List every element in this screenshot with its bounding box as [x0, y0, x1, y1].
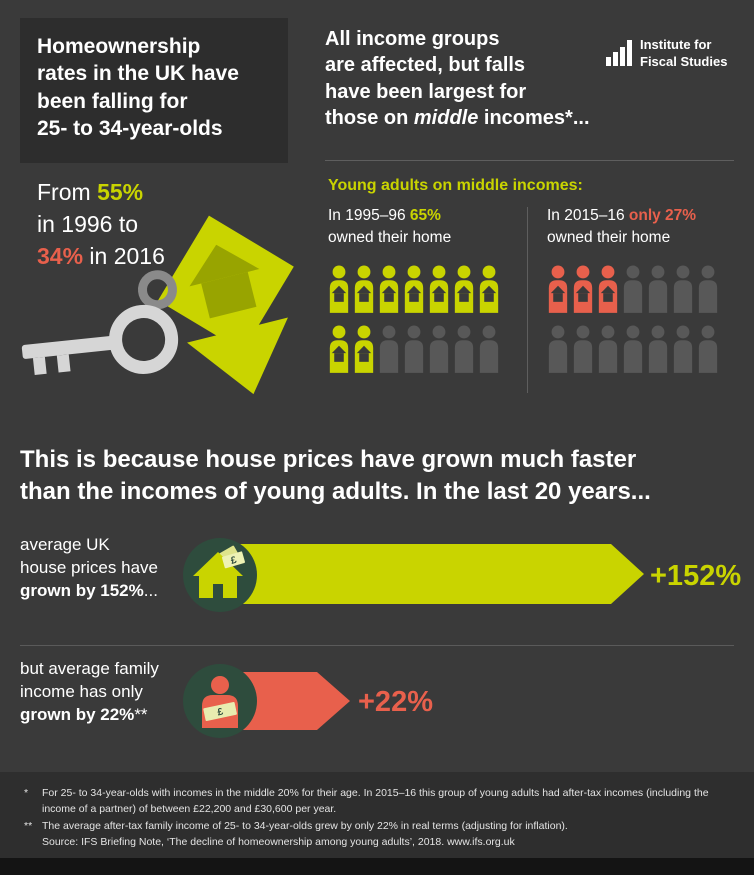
footnote-2: ** The average after-tax family income o… — [24, 818, 734, 834]
footnote-marker: * — [24, 787, 29, 799]
person-icon — [598, 325, 618, 373]
pictogram-1995 — [328, 264, 500, 384]
person-icon — [354, 325, 374, 373]
pictogram-2015 — [547, 264, 719, 384]
person-icon — [479, 265, 499, 313]
logo-line1: Institute for — [640, 37, 712, 52]
column-divider — [527, 207, 528, 393]
bar-chart-icon — [606, 40, 632, 66]
ifs-logo: Institute for Fiscal Studies — [606, 37, 727, 71]
person-icon — [329, 265, 349, 313]
logo-text: Institute for Fiscal Studies — [640, 37, 727, 71]
person-icon — [354, 265, 374, 313]
person-icon — [379, 265, 399, 313]
footnotes-panel: * For 25- to 34-year-olds with incomes i… — [0, 772, 754, 858]
person-icon — [454, 265, 474, 313]
footnote-text: The average after-tax family income of 2… — [42, 819, 568, 832]
section-divider — [325, 160, 734, 161]
person-icon — [673, 325, 693, 373]
person-icon — [429, 265, 449, 313]
family-income-value: +22% — [358, 686, 433, 718]
person-icon — [379, 325, 399, 373]
footnote-marker: ** — [24, 819, 33, 832]
house-prices-label: average UK house prices have grown by 152%… — [20, 535, 158, 600]
footnote-marker — [24, 834, 42, 850]
person-icon — [454, 325, 474, 373]
main-headline: Homeownership rates in the UK have been … — [37, 35, 239, 140]
person-icon — [479, 325, 499, 373]
row-divider — [20, 645, 734, 646]
headline-panel: Homeownership rates in the UK have been … — [20, 18, 288, 163]
pictogram-row — [547, 264, 719, 314]
person-icon — [698, 265, 718, 313]
house-icon — [189, 244, 260, 319]
person-icon — [623, 325, 643, 373]
house-money-icon: £ — [183, 538, 257, 612]
person-icon — [548, 265, 568, 313]
pictogram-row — [328, 324, 500, 374]
bottom-bar — [0, 858, 754, 875]
person-icon — [598, 265, 618, 313]
key-and-arrow-graphic — [21, 215, 294, 395]
person-icon — [648, 325, 668, 373]
logo-line2: Fiscal Studies — [640, 53, 728, 69]
person-icon — [648, 265, 668, 313]
pictogram-row — [328, 264, 500, 314]
house-prices-arrow — [218, 544, 644, 604]
person-icon — [573, 265, 593, 313]
svg-text:£: £ — [230, 555, 239, 567]
label-2015: In 2015–16 only 27% owned their home — [547, 207, 697, 246]
pictogram-row — [547, 324, 719, 374]
source-text: Source: IFS Briefing Note, ‘The decline … — [42, 835, 515, 848]
key-stat: From 55% in 1996 to 34% in 2016 — [37, 179, 165, 270]
explainer-headline: This is because house prices have grown … — [20, 446, 651, 506]
person-money-icon: £ — [183, 664, 257, 738]
down-arrow-icon — [157, 215, 294, 395]
family-income-label: but average family income has only grown b… — [20, 659, 159, 724]
footnote-1: * For 25- to 34-year-olds with incomes i… — [24, 785, 734, 818]
person-icon — [623, 265, 643, 313]
person-icon — [404, 265, 424, 313]
person-icon — [673, 265, 693, 313]
person-icon — [548, 325, 568, 373]
pictogram-heading: Young adults on middle incomes: — [328, 177, 583, 194]
person-icon — [429, 325, 449, 373]
secondary-headline: All income groups are affected, but falls… — [325, 28, 590, 130]
person-icon — [698, 325, 718, 373]
house-prices-value: +152% — [650, 560, 742, 592]
key-icon — [21, 270, 179, 376]
person-icon — [329, 325, 349, 373]
person-icon — [404, 325, 424, 373]
svg-text:£: £ — [216, 706, 224, 718]
person-icon — [573, 325, 593, 373]
source-line: Source: IFS Briefing Note, ‘The decline … — [24, 834, 734, 850]
label-1995: In 1995–96 65% owned their home — [328, 207, 452, 246]
footnote-text: For 25- to 34-year-olds with incomes in … — [42, 787, 709, 816]
